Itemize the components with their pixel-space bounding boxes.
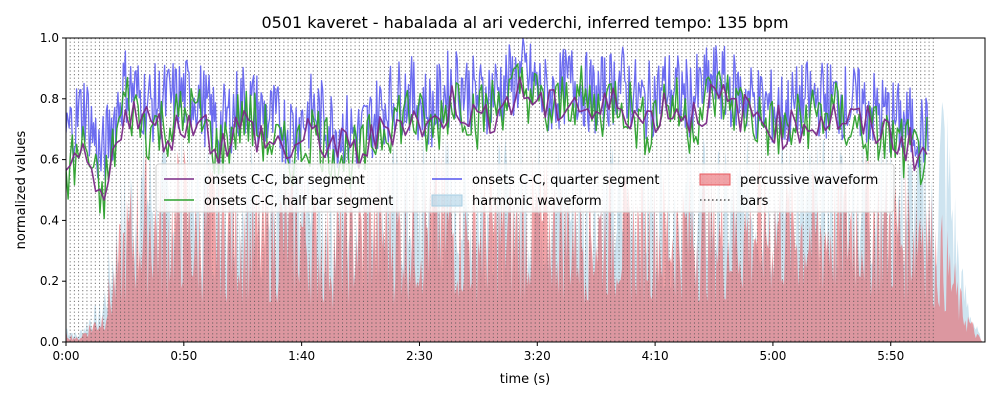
onsets-C-C-half-bar-segment-line <box>66 63 928 220</box>
y-axis: 0.0 0.2 0.4 0.6 0.8 1.0 <box>40 31 66 349</box>
onset-lines-layer <box>66 38 929 220</box>
legend-label: onsets C-C, quarter segment <box>472 173 659 188</box>
onsets-C-C-bar-segment-line <box>66 76 928 201</box>
legend-swatch <box>431 194 463 207</box>
legend-item: harmonic waveform <box>431 194 602 209</box>
y-tick-label: 0.6 <box>40 153 59 167</box>
legend-label: onsets C-C, half bar segment <box>204 194 393 209</box>
legend: onsets C-C, bar segment onsets C-C, half … <box>155 163 895 213</box>
y-tick-label: 0.8 <box>40 92 59 106</box>
x-tick-label: 0:00 <box>53 349 80 363</box>
y-tick-label: 0.0 <box>40 335 59 349</box>
x-axis-label: time (s) <box>500 372 550 387</box>
legend-label: onsets C-C, bar segment <box>204 173 365 188</box>
legend-label: bars <box>740 194 769 209</box>
x-tick-label: 3:20 <box>524 349 551 363</box>
x-tick-label: 4:10 <box>642 349 669 363</box>
legend-item: bars <box>700 194 769 209</box>
x-tick-label: 2:30 <box>406 349 433 363</box>
percussive-waveform-area <box>66 146 983 342</box>
plot-frame <box>65 37 986 343</box>
onsets-C-C-quarter-segment-line <box>66 38 929 181</box>
legend-item: onsets C-C, bar segment <box>164 173 365 188</box>
y-tick-label: 0.2 <box>40 274 59 288</box>
legend-item: percussive waveform <box>699 173 878 188</box>
legend-item: onsets C-C, half bar segment <box>164 194 393 209</box>
x-axis: 0:00 0:50 1:40 2:30 3:20 4:10 5:00 5:50 <box>53 342 904 363</box>
percussive-waveform-layer <box>66 146 983 342</box>
x-tick-label: 0:50 <box>170 349 197 363</box>
y-tick-label: 1.0 <box>40 31 59 45</box>
x-tick-label: 5:00 <box>759 349 786 363</box>
chart-title: 0501 kaveret - habalada al ari vederchi,… <box>261 13 788 32</box>
x-tick-label: 5:50 <box>877 349 904 363</box>
legend-label: percussive waveform <box>740 173 878 188</box>
y-axis-label: normalized values <box>14 130 29 249</box>
x-tick-label: 1:40 <box>288 349 315 363</box>
legend-swatch <box>699 173 731 186</box>
y-tick-label: 0.4 <box>40 213 59 227</box>
legend-item: onsets C-C, quarter segment <box>432 173 659 188</box>
legend-label: harmonic waveform <box>472 194 602 209</box>
